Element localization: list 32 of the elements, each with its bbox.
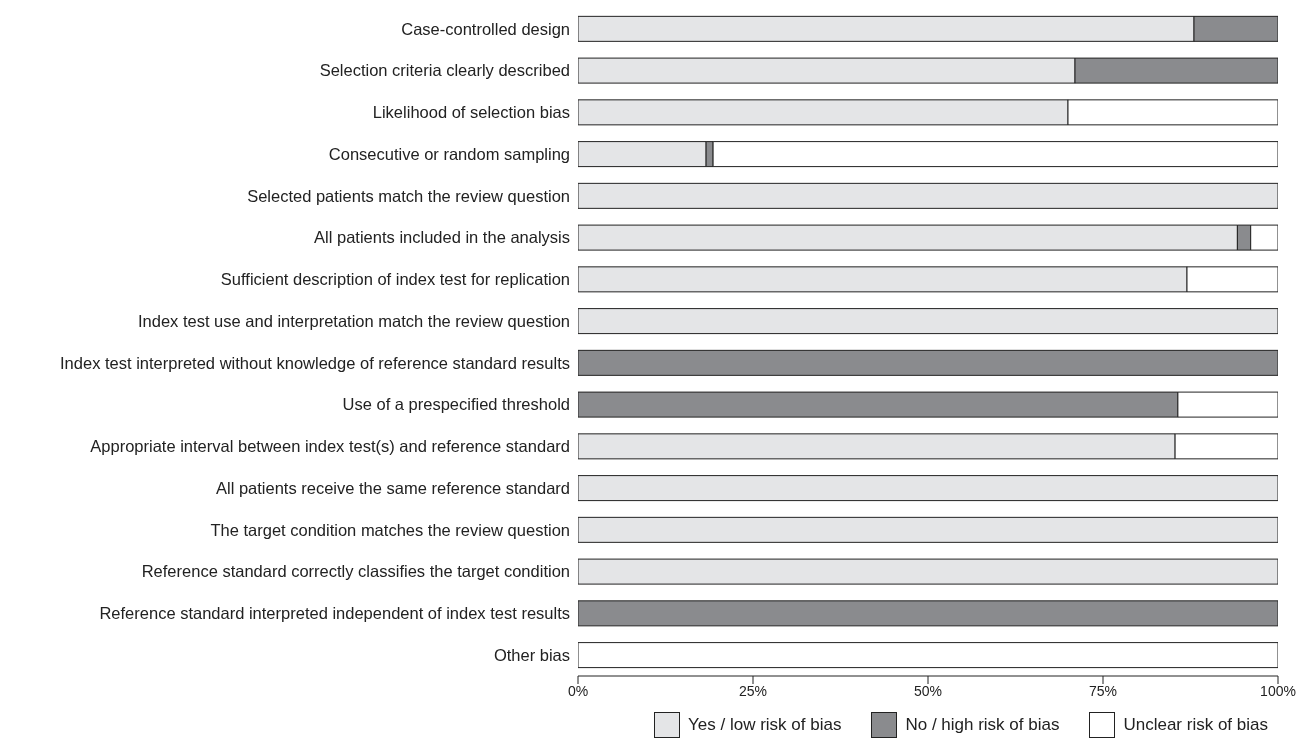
bar bbox=[578, 349, 1278, 376]
bar bbox=[578, 558, 1278, 585]
bar bbox=[578, 308, 1278, 335]
x-tick-label: 0% bbox=[567, 682, 589, 699]
y-tick-label: Selection criteria clearly described bbox=[319, 61, 570, 80]
y-tick-label: Sufficient description of index test for replication bbox=[220, 270, 570, 289]
legend-label: Unclear risk of bias bbox=[1123, 715, 1268, 735]
y-tick-label: Reference standard interpreted independent of index test results bbox=[99, 604, 570, 623]
y-tick-label: Index test interpreted without knowledge of reference standard results bbox=[60, 353, 570, 372]
bar bbox=[578, 475, 1278, 502]
legend-label: Yes / low risk of bias bbox=[688, 715, 842, 735]
legend-label: No / high risk of bias bbox=[905, 715, 1060, 735]
y-tick-label: Likelihood of selection bias bbox=[372, 103, 570, 122]
x-tick-label: 25% bbox=[738, 682, 768, 699]
y-tick-label: Appropriate interval between index test(s) and reference standard bbox=[90, 437, 570, 456]
bar bbox=[578, 182, 1278, 209]
x-tick-label: 50% bbox=[913, 682, 943, 699]
y-tick-label: Consecutive or random sampling bbox=[328, 144, 570, 163]
bar bbox=[578, 600, 1278, 627]
x-tick-label: 100% bbox=[1260, 682, 1296, 699]
y-tick-label: All patients included in the analysis bbox=[314, 228, 570, 247]
x-tick-label: 75% bbox=[1088, 682, 1118, 699]
y-tick-label: Reference standard correctly classifies the target condition bbox=[141, 562, 570, 581]
y-tick-label: Case-controlled design bbox=[401, 19, 570, 38]
y-tick-label: Other bias bbox=[493, 645, 570, 664]
bar bbox=[578, 516, 1278, 543]
bar bbox=[578, 642, 1278, 669]
y-tick-label: All patients receive the same reference standard bbox=[215, 478, 570, 497]
y-tick-label: Index test use and interpretation match the review question bbox=[137, 311, 570, 330]
y-tick-label: Use of a prespecified threshold bbox=[342, 395, 570, 414]
y-tick-label: Selected patients match the review question bbox=[247, 186, 570, 205]
y-tick-label: The target condition matches the review question bbox=[210, 520, 570, 539]
